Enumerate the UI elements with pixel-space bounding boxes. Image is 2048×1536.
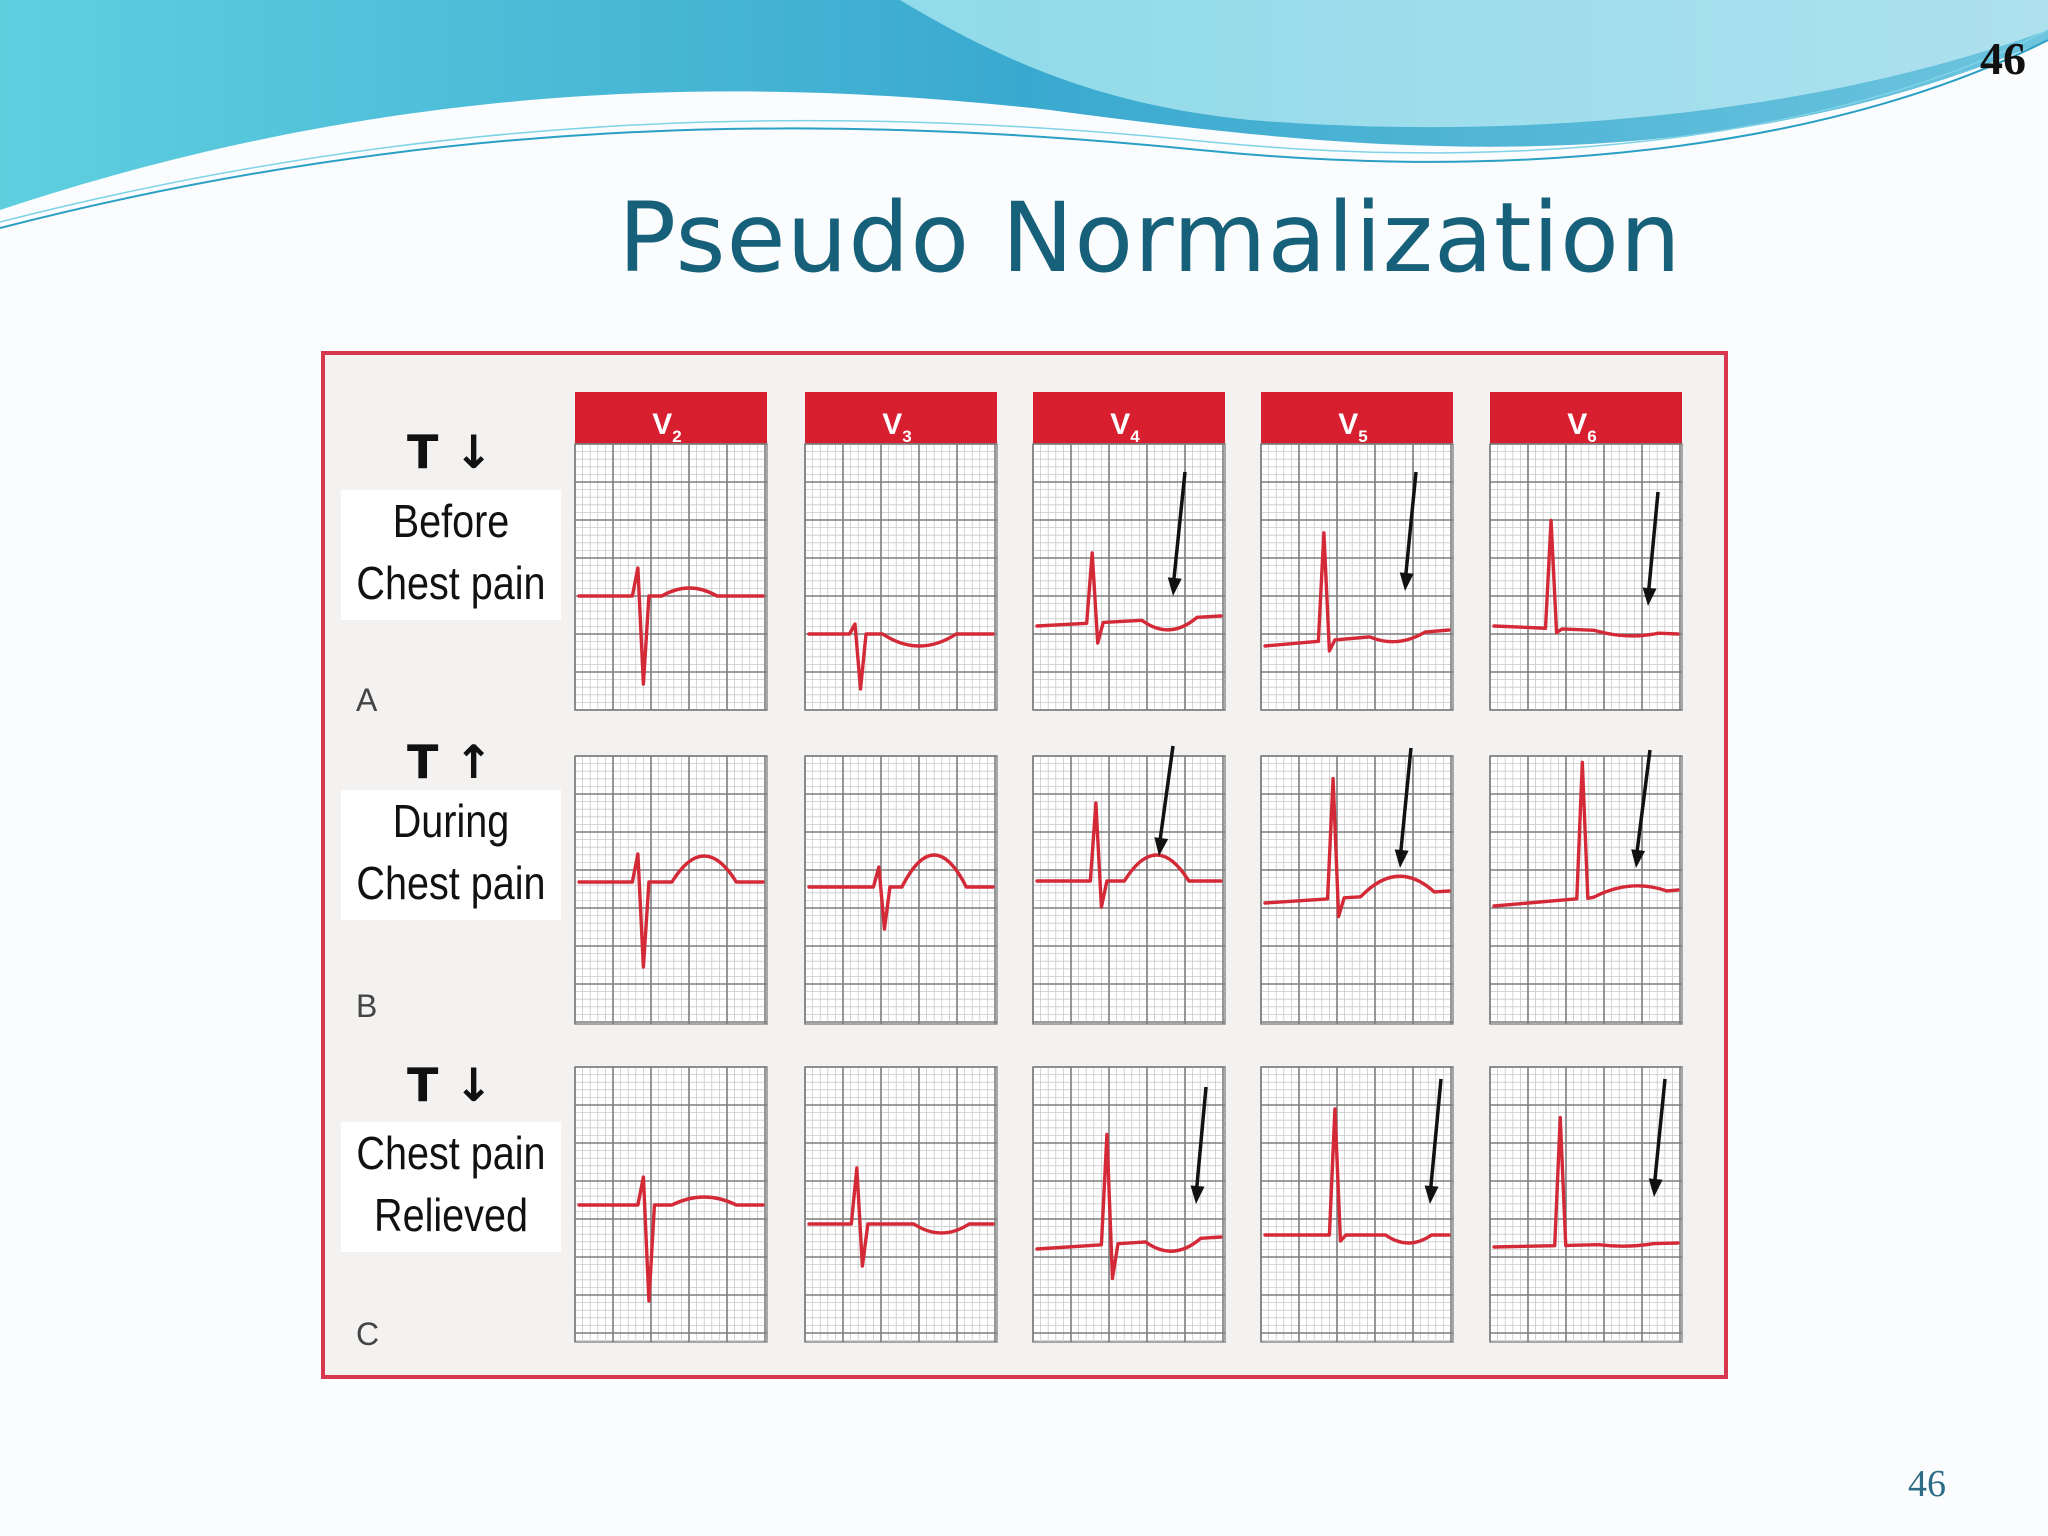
ecg-trace [807,622,995,691]
arrow-icon [1394,747,1413,868]
ecg-trace [1035,801,1223,909]
row-c-label-line2: Relieved [374,1189,528,1241]
ecg-trace [577,1175,765,1303]
ecg-panel-row-b-v2 [574,755,768,1025]
ecg-panel-row-b-v4 [1032,745,1226,1025]
ecg-panel-row-c-v4 [1032,1066,1226,1343]
arrow-icon [1424,1078,1443,1204]
row-c-label-line1: Chest pain [356,1127,546,1179]
ecg-trace [1492,760,1680,908]
row-a-label: Before Chest pain [340,490,562,620]
ecg-trace [807,1166,995,1268]
ecg-panel-row-c-v6 [1489,1066,1683,1343]
arrow-icon [1642,491,1660,606]
row-letter-b: B [356,988,378,1024]
ecg-panel-row-c-v5 [1260,1066,1454,1343]
lead-header-v2: V2 [575,392,767,446]
t-indicator-row-b: T ↑ [407,735,493,789]
lead-header-v5: V5 [1261,392,1453,446]
row-c-label: Chest pain Relieved [340,1122,562,1252]
arrow-icon [1399,471,1418,591]
arrow-icon [1154,745,1175,856]
arrow-icon [1190,1086,1208,1204]
slide-number-bottom: 46 [1908,1463,1946,1505]
ecg-trace [1263,1107,1451,1245]
header-wave-decoration [0,0,2048,229]
row-a-label-line1: Before [392,495,510,547]
ecg-panel-row-a-v3 [804,443,998,711]
row-b-label-line2: Chest pain [356,857,546,909]
lead-header-v4: V4 [1033,392,1225,446]
ecg-panel-row-a-v2 [574,443,768,711]
ecg-trace [1263,776,1451,919]
ecg-trace [1035,1132,1223,1281]
slide-title: Pseudo Normalization [618,182,1682,294]
ecg-trace [1492,518,1680,638]
row-b-label: During Chest pain [340,790,562,920]
row-letter-a: A [356,682,378,718]
t-indicator-row-a: T ↓ [407,425,493,479]
slide-number-top: 46 [1980,33,2026,84]
ecg-panel-row-a-v5 [1260,443,1454,711]
ecg-panel-row-c-v3 [804,1066,998,1343]
ecg-trace [1035,551,1223,645]
ecg-trace [1263,531,1451,653]
ecg-panel-row-c-v2 [574,1066,768,1343]
ecg-panel-row-b-v5 [1260,747,1454,1025]
ecg-panel-row-a-v4 [1032,443,1226,711]
lead-header-v3: V3 [805,392,997,446]
ecg-trace [807,853,995,931]
t-indicator-row-c: T ↓ [407,1058,493,1112]
row-a-label-line2: Chest pain [356,557,546,609]
arrow-icon [1648,1078,1667,1197]
lead-header-v6: V6 [1490,392,1682,446]
ecg-panel-row-b-v3 [804,755,998,1025]
arrow-icon [1631,749,1652,868]
ecg-panel-row-a-v6 [1489,443,1683,711]
ecg-panel-row-b-v6 [1489,749,1683,1025]
ecg-trace [577,566,765,686]
row-b-label-line1: During [392,795,510,847]
row-letter-c: C [356,1316,380,1352]
arrow-icon [1167,471,1187,596]
ecg-trace [577,852,765,969]
ecg-trace [1492,1115,1680,1249]
